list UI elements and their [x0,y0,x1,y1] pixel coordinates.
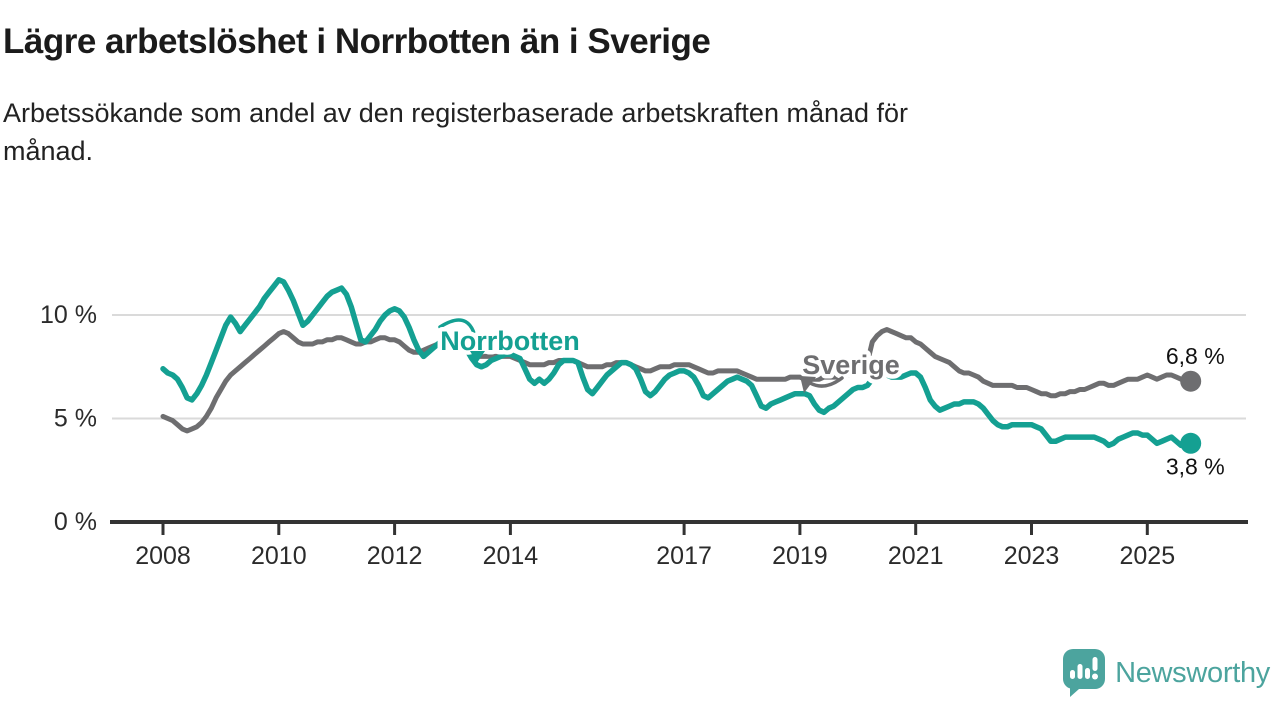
x-tick-label: 2010 [251,542,307,570]
subtitle-line-2: månad. [3,136,94,166]
x-tick-label: 2025 [1119,542,1175,570]
norrbotten-series-label: Norrbotten [440,326,579,356]
line-chart: 0 % 5 % 10 % 2008 2010 2012 2014 2017 2019 2021 2… [0,230,1280,580]
norrbotten-arrow-curve [438,318,479,350]
y-tick-label: 0 % [54,508,97,536]
newsworthy-logo: Newsworthy [1062,648,1270,698]
x-tick-label: 2021 [888,542,944,570]
sverige-arrow-curve [808,376,844,388]
newsworthy-logo-icon [1063,649,1106,697]
norrbotten-line [160,277,1194,449]
newsworthy-logo-text: Newsworthy [1115,656,1270,689]
sverige-end-value: 6,8 % [1166,343,1225,369]
sverige-series-label: Sverige [802,350,900,380]
norrbotten-end-value: 3,8 % [1166,453,1225,479]
norrbotten-end-dot [1180,432,1202,454]
chart-subtitle: Arbetssökande som andel av den registerb… [3,94,1273,170]
x-tick-label: 2019 [772,542,828,570]
sverige-arrowhead-icon [800,376,816,393]
x-tick-label: 2017 [656,542,712,570]
chart-header: Lägre arbetslöshet i Norrbotten än i Sve… [3,22,1273,170]
sverige-line [160,327,1194,434]
x-tick-label: 2008 [135,542,191,570]
x-tick-label: 2023 [1004,542,1060,570]
page-title: Lägre arbetslöshet i Norrbotten än i Sve… [3,22,711,61]
x-axis-ticks: 2008 2010 2012 2014 2017 2019 2021 2023 2025 [135,523,1175,570]
y-axis-labels: 0 % 5 % 10 % [40,301,97,536]
norrbotten-arrowhead-icon [470,351,485,363]
chart-svg: 0 %5 %10 % 2008 2010 2012 2014 2017 2019 2021 2… [40,277,1248,570]
x-tick-label: 2012 [367,542,423,570]
subtitle-line-1: Arbetssökande som andel av den registerb… [3,98,909,128]
y-tick-label: 10 % [40,301,97,329]
x-tick-label: 2014 [483,542,539,570]
sverige-end-dot [1180,370,1202,392]
y-tick-label: 5 % [54,405,97,433]
